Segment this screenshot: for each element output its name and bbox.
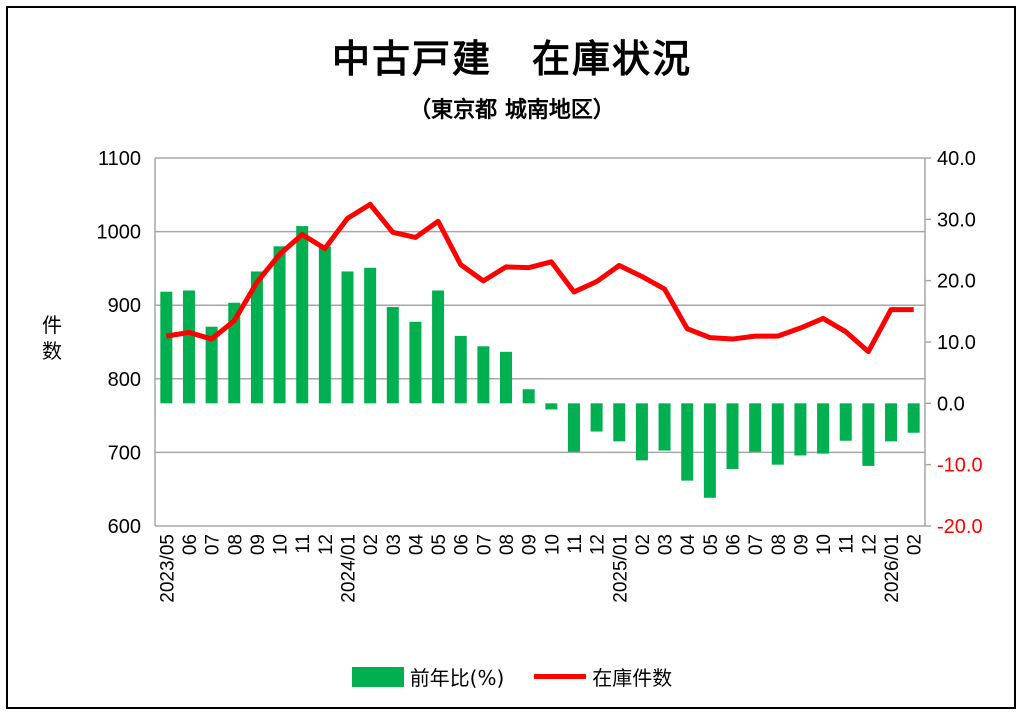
legend-label-yoy: 前年比(%) [409, 666, 505, 690]
bar [477, 346, 490, 404]
legend-swatch-line [534, 674, 587, 679]
bar [613, 403, 626, 442]
x-tick-label: 07 [203, 534, 224, 555]
bar [635, 403, 648, 461]
y-axis-label: 件数 [42, 313, 62, 363]
inventory-line [165, 201, 914, 355]
bar [590, 403, 603, 432]
bar [182, 290, 195, 404]
bar [522, 389, 535, 404]
bar [296, 226, 309, 404]
right-tick-label: -10.0 [937, 455, 983, 477]
chart-frame [6, 6, 1016, 709]
x-tick-label: 02 [633, 534, 654, 555]
x-tick-label: 06 [452, 534, 473, 555]
x-tick-label: 12 [588, 534, 609, 555]
bar [749, 403, 762, 452]
chart-title: 中古戸建 在庫状況 [331, 37, 692, 81]
left-tick-label: 600 [108, 516, 141, 538]
right-tick-label: 0.0 [937, 393, 965, 415]
bar [817, 403, 830, 454]
bar [318, 246, 331, 404]
x-tick-label: 06 [724, 534, 745, 555]
x-tick-label: 06 [180, 534, 201, 555]
bar [885, 403, 898, 442]
x-tick-label: 11 [293, 534, 314, 554]
right-tick-label: 30.0 [937, 209, 976, 231]
x-tick-label: 2023/05 [157, 534, 178, 603]
bar [228, 302, 241, 404]
legend-item-inventory: 在庫件数 [534, 662, 672, 691]
bar [703, 403, 716, 498]
left-tick-label: 1100 [98, 148, 141, 170]
right-tick-label: 20.0 [937, 271, 976, 293]
x-tick-label: 07 [746, 534, 767, 555]
x-tick-label: 08 [769, 534, 790, 555]
x-tick-label: 07 [474, 534, 495, 555]
left-tick-label: 800 [108, 369, 141, 391]
x-tick-label: 12 [316, 534, 337, 555]
x-tick-label: 2024/01 [339, 534, 360, 603]
x-tick-label: 11 [565, 534, 586, 554]
legend-swatch-bar [351, 666, 404, 687]
x-tick-label: 05 [429, 534, 450, 555]
x-tick-label: 08 [225, 534, 246, 555]
x-tick-label: 03 [384, 534, 405, 555]
bar [409, 321, 422, 404]
x-tick-label: 2025/01 [610, 534, 631, 603]
bar [205, 326, 218, 404]
x-tick-label: 12 [859, 534, 880, 555]
bar [454, 335, 467, 404]
x-tick-label: 10 [814, 534, 835, 555]
chart-subtitle: （東京都 城南地区） [409, 98, 615, 123]
bar [839, 403, 852, 441]
bar [273, 246, 286, 404]
bar [794, 403, 807, 456]
legend-label-inventory: 在庫件数 [592, 666, 673, 690]
right-tick-label: -20.0 [937, 516, 983, 538]
bar [341, 271, 354, 404]
bar [862, 403, 875, 466]
x-tick-label: 11 [837, 534, 858, 554]
right-tick-label: 40.0 [937, 148, 976, 170]
right-tick-label: 10.0 [937, 332, 976, 354]
left-tick-label: 1000 [97, 222, 142, 244]
bar [160, 291, 173, 404]
bar [567, 403, 580, 452]
bar [907, 403, 920, 433]
legend-item-yoy: 前年比(%) [351, 662, 505, 691]
x-tick-label: 2026/01 [882, 534, 903, 603]
bar [545, 403, 558, 410]
x-tick-label: 09 [248, 534, 269, 555]
x-tick-label: 04 [678, 534, 699, 556]
x-tick-label: 10 [542, 534, 563, 555]
bar [364, 267, 377, 404]
x-tick-label: 08 [497, 534, 518, 555]
bar [726, 403, 739, 469]
x-tick-label: 03 [656, 534, 677, 555]
left-tick-label: 700 [108, 442, 141, 464]
x-tick-label: 09 [520, 534, 541, 555]
x-tick-label: 02 [361, 534, 382, 555]
bar [250, 271, 263, 404]
bar [386, 307, 399, 404]
bar [500, 351, 513, 404]
bar [681, 403, 694, 481]
x-tick-label: 04 [406, 534, 427, 556]
legend: 前年比(%) 在庫件数 [0, 662, 1024, 691]
x-tick-label: 02 [905, 534, 926, 555]
x-tick-label: 09 [791, 534, 812, 555]
bar [658, 403, 671, 451]
left-tick-label: 900 [108, 295, 141, 317]
bar [432, 290, 445, 404]
x-tick-label: 10 [271, 534, 292, 555]
bar [771, 403, 784, 465]
x-tick-label: 05 [701, 534, 722, 555]
